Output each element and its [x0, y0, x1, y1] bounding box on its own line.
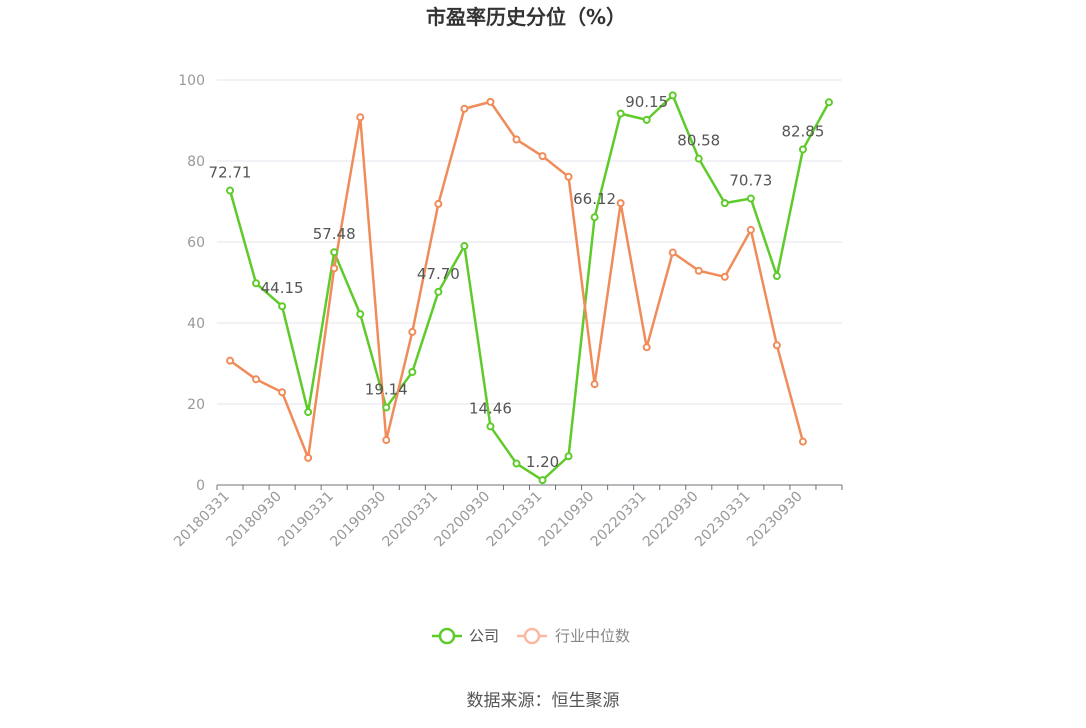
x-tick-label: 20220331 [588, 489, 650, 551]
chart-title: 市盈率历史分位（%） [426, 5, 626, 29]
series-0-point[interactable] [720, 199, 729, 208]
x-tick-label: 20230331 [692, 489, 754, 551]
series-0-point[interactable] [382, 403, 391, 412]
data-labels: 72.71 44.15 57.48 19.14 47.70 14.46 1.20 66.12 9… [209, 93, 825, 471]
series-1-point[interactable] [720, 272, 729, 281]
series-line-0 [228, 94, 831, 482]
series-1-point[interactable] [538, 152, 547, 161]
legend-item-0[interactable]: 公司 [432, 627, 499, 645]
series-0-point[interactable] [252, 279, 261, 288]
series-1-point[interactable] [408, 327, 417, 336]
x-axis: 2018033120180930201903312019093020200331… [171, 484, 843, 551]
x-tick-label: 20220930 [640, 489, 702, 551]
data-label: 82.85 [781, 122, 824, 140]
series-0-point[interactable] [486, 422, 495, 431]
data-label: 80.58 [677, 132, 720, 150]
y-tick-label: 20 [187, 397, 205, 413]
series-0-point[interactable] [278, 302, 287, 311]
data-label: 44.15 [261, 279, 304, 297]
y-tick-label: 0 [196, 478, 205, 494]
legend[interactable]: 公司 行业中位数 [432, 627, 630, 645]
series-1-point[interactable] [668, 248, 677, 257]
series-0-point[interactable] [434, 287, 443, 296]
series-1-point[interactable] [278, 388, 287, 397]
legend-label: 行业中位数 [555, 627, 630, 645]
x-tick-label: 20200930 [432, 489, 494, 551]
y-axis: 0 20 40 60 80 100 [178, 73, 205, 494]
data-label: 72.71 [209, 164, 252, 182]
x-tick-label: 20190331 [275, 489, 337, 551]
legend-label: 公司 [469, 627, 499, 645]
series-1-point[interactable] [772, 341, 781, 350]
x-tick-label: 20200331 [379, 489, 441, 551]
series-0-point[interactable] [590, 213, 599, 222]
series-1-point[interactable] [252, 375, 261, 384]
data-label: 57.48 [313, 225, 356, 243]
y-tick-label: 40 [187, 316, 205, 332]
x-tick-label: 20210331 [484, 489, 546, 551]
x-tick-label: 20180331 [171, 489, 233, 551]
series-1-point[interactable] [512, 135, 521, 144]
series-1-point[interactable] [746, 225, 755, 234]
series-0-point[interactable] [642, 115, 651, 124]
series-0-point[interactable] [330, 248, 339, 257]
legend-item-1[interactable]: 行业中位数 [517, 627, 630, 645]
series-1-point[interactable] [694, 266, 703, 275]
series-1-point[interactable] [590, 380, 599, 389]
y-tick-label: 60 [187, 235, 205, 251]
series-0-point[interactable] [538, 476, 547, 485]
series-1-point[interactable] [226, 356, 235, 365]
series-0-point[interactable] [408, 368, 417, 377]
series-0-point[interactable] [694, 154, 703, 163]
data-label: 66.12 [573, 190, 616, 208]
y-tick-label: 100 [178, 73, 205, 89]
series-0-point[interactable] [772, 272, 781, 281]
data-label: 14.46 [469, 399, 512, 417]
series-0-point[interactable] [668, 91, 677, 100]
data-label: 1.20 [526, 453, 559, 471]
data-label: 19.14 [365, 380, 408, 398]
series-1-point[interactable] [330, 264, 339, 273]
series-1-point[interactable] [460, 104, 469, 113]
data-source: 数据来源：恒生聚源 [467, 691, 620, 711]
series-1-point[interactable] [304, 453, 313, 462]
data-label: 47.70 [417, 265, 460, 283]
series-0-point[interactable] [616, 109, 625, 118]
grid-lines [217, 79, 842, 405]
series-1-point[interactable] [382, 436, 391, 445]
data-label: 70.73 [729, 172, 772, 190]
series-0-point[interactable] [304, 408, 313, 417]
series-1-point[interactable] [798, 437, 807, 446]
series-0-point[interactable] [512, 459, 521, 468]
x-tick-label: 20230930 [744, 489, 806, 551]
series-0-point[interactable] [824, 98, 833, 107]
x-tick-label: 20180930 [223, 489, 285, 551]
y-tick-label: 80 [187, 154, 205, 170]
series-1-point[interactable] [616, 199, 625, 208]
legend-marker [523, 627, 541, 645]
x-tick-label: 20210930 [536, 489, 598, 551]
series-1-point[interactable] [434, 199, 443, 208]
series-1-point[interactable] [564, 172, 573, 181]
series-group [226, 91, 833, 485]
series-0-point[interactable] [798, 145, 807, 154]
series-1-point[interactable] [642, 343, 651, 352]
legend-marker [438, 627, 456, 645]
series-0-point[interactable] [746, 194, 755, 203]
series-0-point[interactable] [564, 452, 573, 461]
series-0-point[interactable] [356, 310, 365, 319]
x-tick-label: 20190930 [327, 489, 389, 551]
data-label: 90.15 [625, 93, 668, 111]
series-1-point[interactable] [486, 97, 495, 106]
series-1-point[interactable] [356, 113, 365, 122]
series-0-point[interactable] [226, 186, 235, 195]
series-0-point[interactable] [460, 242, 469, 251]
